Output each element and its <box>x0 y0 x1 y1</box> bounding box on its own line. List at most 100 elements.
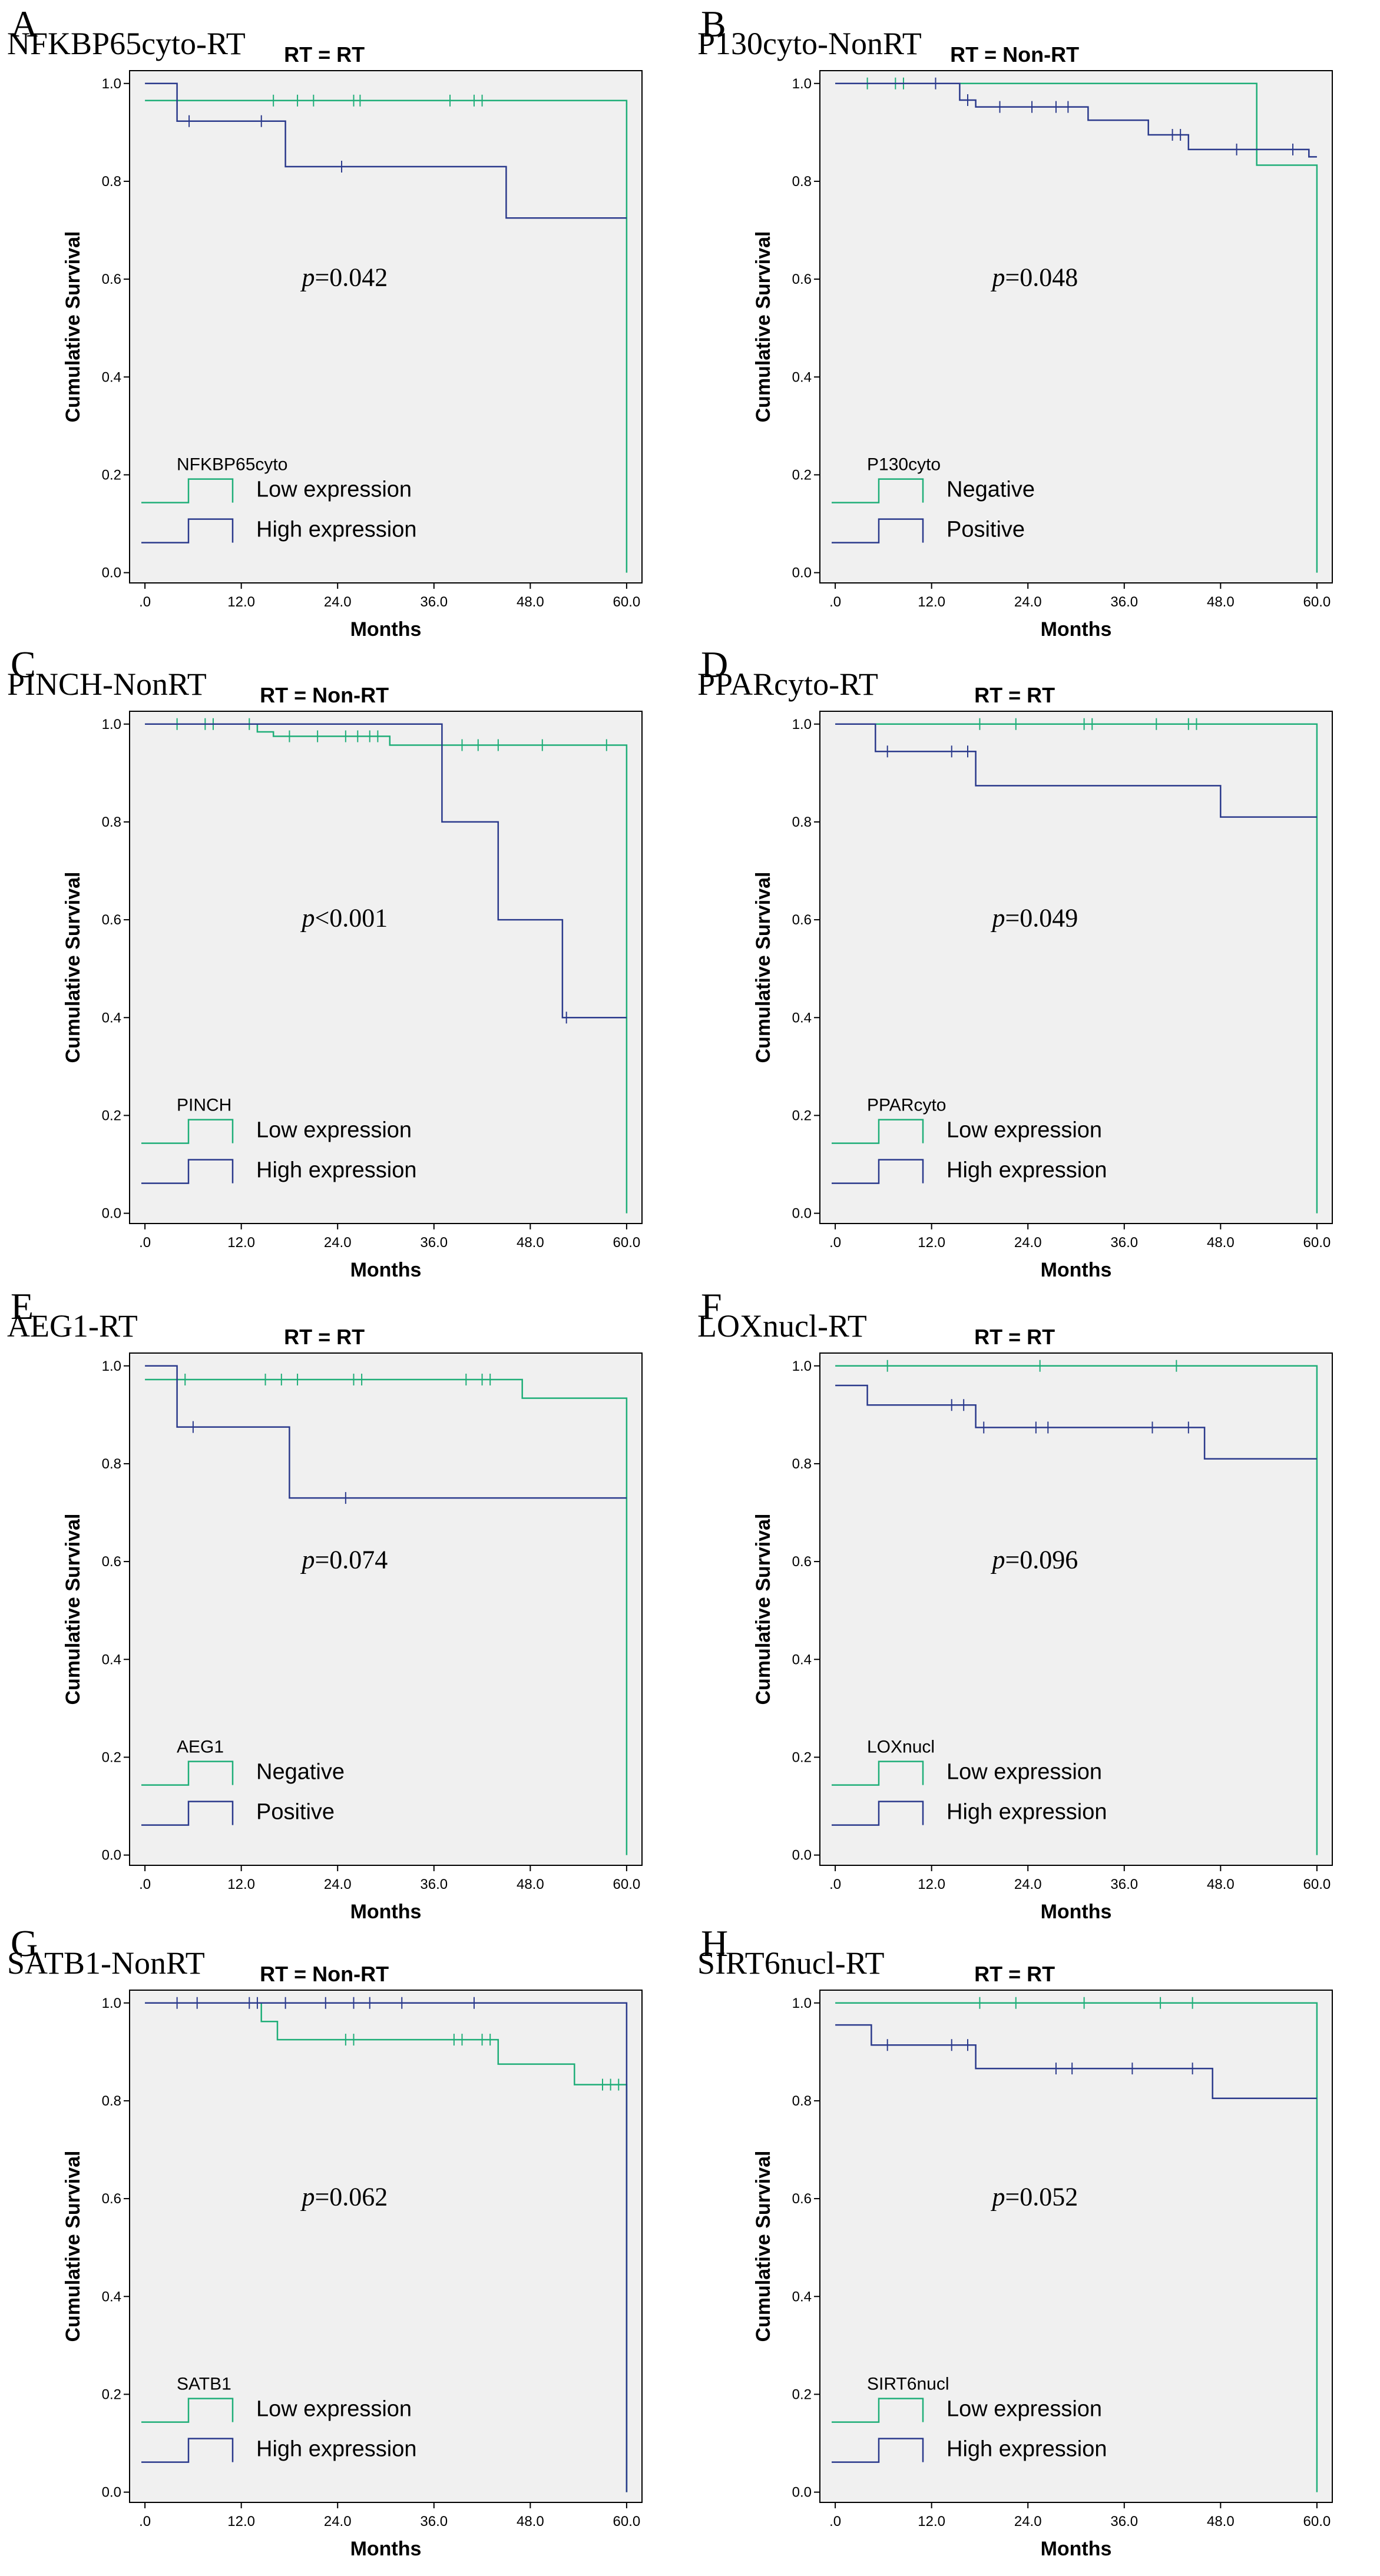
panel-letter: A <box>11 3 38 45</box>
legend-title: P130cyto <box>867 455 941 475</box>
y-tick-label: 1.0 <box>792 76 812 92</box>
y-axis-label: Cumulative Survival <box>752 231 775 422</box>
legend-swatch-low <box>832 478 924 503</box>
x-axis-label: Months <box>350 1259 422 1281</box>
panel-letter: E <box>11 1285 34 1327</box>
x-tick-label: .0 <box>829 2514 841 2529</box>
x-tick-label: 24.0 <box>1014 1235 1042 1251</box>
x-tick-label: 12.0 <box>227 2514 255 2529</box>
x-tick-label: 12.0 <box>227 594 255 610</box>
y-axis-label: Cumulative Survival <box>752 1513 775 1705</box>
legend-label: Low expression <box>256 2397 412 2422</box>
p-value: p=0.096 <box>990 1545 1078 1574</box>
y-tick-label: 1.0 <box>792 1358 812 1374</box>
x-axis-label: Months <box>1041 1901 1112 1923</box>
km-curve-low <box>145 1378 628 1855</box>
y-axis-label: Cumulative Survival <box>752 871 775 1063</box>
y-tick-label: 0.8 <box>102 814 121 830</box>
panel-name: AEG1-RT <box>7 1308 138 1344</box>
y-axis-label: Cumulative Survival <box>62 231 84 422</box>
x-axis-label: Months <box>1041 2538 1112 2560</box>
y-tick-label: 0.6 <box>102 1554 121 1570</box>
p-value-prefix: p <box>300 263 315 291</box>
p-value: p=0.052 <box>990 2182 1078 2211</box>
plot-title: RT = RT <box>974 683 1055 707</box>
x-tick-label: 24.0 <box>1014 2514 1042 2529</box>
legend-title: SATB1 <box>177 2375 231 2394</box>
p-value-number: =0.062 <box>315 2182 388 2211</box>
legend-swatch-low <box>141 478 234 503</box>
y-tick-label: 1.0 <box>102 717 121 732</box>
plot-area <box>129 1352 643 1866</box>
y-tick-label: 1.0 <box>792 1995 812 2011</box>
plot-area <box>819 711 1333 1224</box>
legend-swatch-low <box>141 2398 234 2423</box>
y-tick-label: 0.2 <box>102 1749 121 1765</box>
x-tick-label: 36.0 <box>1110 1235 1138 1251</box>
panel-name: P130cyto-NonRT <box>697 26 922 61</box>
legend-swatch-high <box>141 1801 234 1826</box>
x-tick-label: 60.0 <box>1303 2514 1331 2529</box>
x-tick-label: 60.0 <box>613 1235 641 1251</box>
legend-label: Positive <box>256 1800 335 1825</box>
p-value-number: <0.001 <box>315 903 388 932</box>
legend-swatch-low <box>832 1761 924 1786</box>
p-value-number: =0.042 <box>315 263 388 291</box>
x-tick-label: .0 <box>139 2514 151 2529</box>
plot-title: RT = RT <box>284 1325 365 1349</box>
legend-label: Positive <box>947 518 1025 542</box>
km-curve-low <box>145 723 628 1214</box>
km-curve-high <box>145 723 627 1019</box>
plot-area <box>129 1990 643 2503</box>
plot-area <box>129 711 643 1224</box>
y-axis-label: Cumulative Survival <box>62 2150 84 2342</box>
legend-label: High expression <box>256 2437 416 2462</box>
y-axis-label: Cumulative Survival <box>752 2150 775 2342</box>
legend-title: NFKBP65cyto <box>177 455 287 475</box>
p-value: p=0.048 <box>990 263 1078 291</box>
p-value: p=0.074 <box>300 1545 388 1574</box>
p-value: p=0.049 <box>990 903 1078 932</box>
x-tick-label: 60.0 <box>613 594 641 610</box>
x-tick-label: 48.0 <box>517 1877 544 1892</box>
x-tick-label: 48.0 <box>1207 594 1235 610</box>
x-tick-label: 48.0 <box>517 2514 544 2529</box>
y-tick-label: 0.0 <box>102 2485 121 2501</box>
panel-name: SIRT6nucl-RT <box>697 1945 885 1981</box>
legend-title: PPARcyto <box>867 1096 947 1115</box>
x-tick-label: 48.0 <box>1207 1877 1235 1892</box>
p-value-prefix: p <box>300 903 315 932</box>
legend-swatch-high <box>141 518 234 543</box>
x-tick-label: 24.0 <box>324 1877 352 1892</box>
x-tick-label: .0 <box>829 594 841 610</box>
x-tick-label: .0 <box>139 1877 151 1892</box>
y-tick-label: 0.0 <box>102 565 121 581</box>
legend-label: High expression <box>947 1800 1107 1825</box>
plot-area <box>819 1990 1333 2503</box>
x-tick-label: 12.0 <box>227 1235 255 1251</box>
y-tick-label: 0.4 <box>792 369 812 385</box>
y-tick-label: 0.4 <box>792 1652 812 1667</box>
legend-label: Low expression <box>947 2397 1102 2422</box>
y-axis-label: Cumulative Survival <box>62 1513 84 1705</box>
x-axis-label: Months <box>350 2538 422 2560</box>
p-value-prefix: p <box>300 1545 315 1574</box>
y-tick-label: 0.4 <box>102 1652 121 1667</box>
legend-swatch-high <box>832 1801 924 1826</box>
legend-title: SIRT6nucl <box>867 2375 949 2394</box>
x-tick-label: .0 <box>829 1235 841 1251</box>
x-tick-label: 36.0 <box>420 1235 448 1251</box>
y-tick-label: 0.4 <box>102 2289 121 2305</box>
legend-swatch-low <box>141 1761 234 1786</box>
y-tick-label: 0.2 <box>792 467 812 483</box>
km-curve-high <box>145 82 627 219</box>
x-tick-label: 24.0 <box>324 1235 352 1251</box>
legend-label: High expression <box>256 518 416 542</box>
